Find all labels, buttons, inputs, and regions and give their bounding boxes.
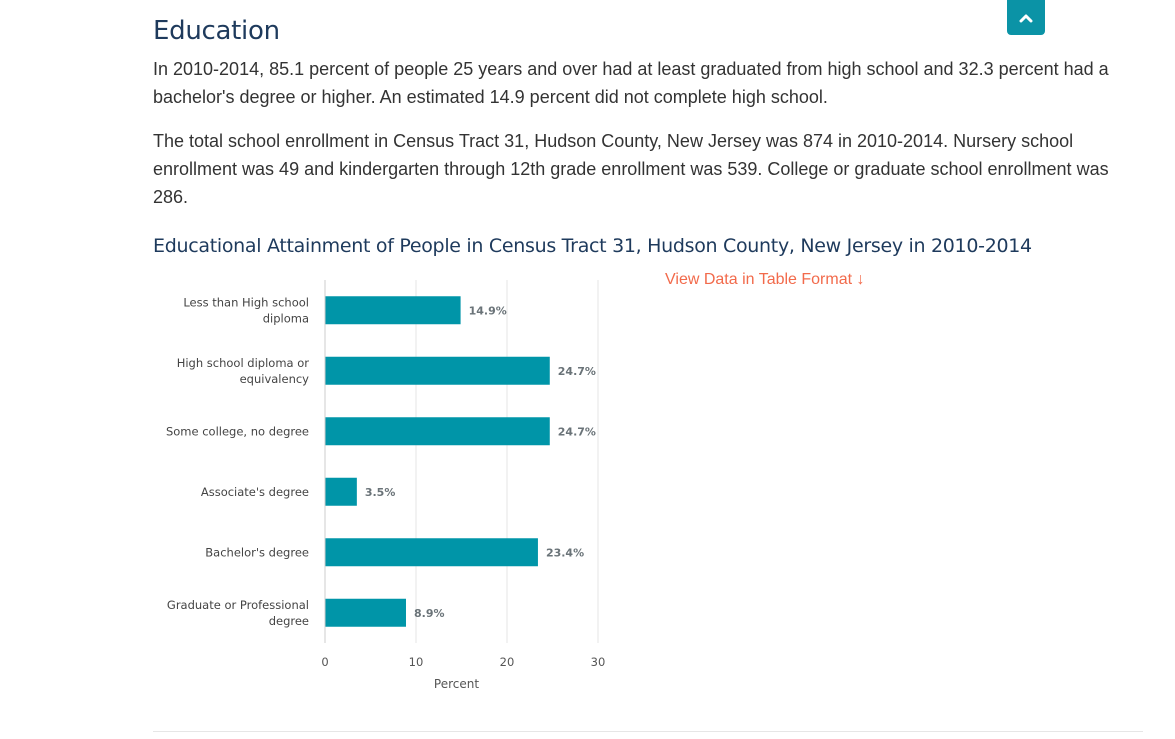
x-axis-title: Percent (434, 677, 479, 691)
section-divider (153, 731, 1143, 732)
value-label-2: 24.7% (558, 425, 596, 438)
attainment-bar-chart: Less than High school diploma 14.9% High sc… (166, 280, 606, 691)
value-label-0: 14.9% (469, 304, 507, 317)
category-label-4: Bachelor's degree (205, 545, 309, 559)
x-tick-label-0: 0 (321, 655, 328, 669)
view-data-table-link[interactable]: View Data in Table Format ↓ (665, 271, 865, 288)
bar-2 (325, 417, 550, 446)
section-title: Education (153, 16, 280, 46)
category-label-3: Associate's degree (201, 485, 309, 499)
value-label-5: 8.9% (414, 607, 445, 620)
attainment-paragraph: In 2010-2014, 85.1 percent of people 25 … (153, 59, 1109, 107)
category-label-1: High school diploma or equivalency (177, 356, 310, 386)
bar-1 (325, 356, 550, 385)
value-label-4: 23.4% (546, 546, 584, 559)
chevron-up-icon (1019, 14, 1033, 22)
chart-title: Educational Attainment of People in Cens… (153, 235, 1032, 257)
category-label-5: Graduate or Professional degree (167, 598, 309, 628)
value-label-1: 24.7% (558, 365, 596, 378)
bar-0 (325, 296, 461, 325)
bar-3 (325, 477, 357, 506)
x-tick-label-3: 30 (591, 655, 606, 669)
category-label-0: Less than High school diploma (183, 295, 309, 325)
scroll-to-top-button[interactable] (1007, 0, 1045, 35)
value-label-3: 3.5% (365, 486, 396, 499)
enrollment-paragraph: The total school enrollment in Census Tr… (153, 131, 1109, 207)
category-label-2: Some college, no degree (166, 424, 309, 438)
x-tick-label-1: 10 (409, 655, 424, 669)
bar-4 (325, 538, 538, 567)
bar-5 (325, 598, 406, 627)
education-section: Education In 2010-2014, 85.1 percent of … (153, 0, 1143, 739)
x-tick-label-2: 20 (500, 655, 515, 669)
